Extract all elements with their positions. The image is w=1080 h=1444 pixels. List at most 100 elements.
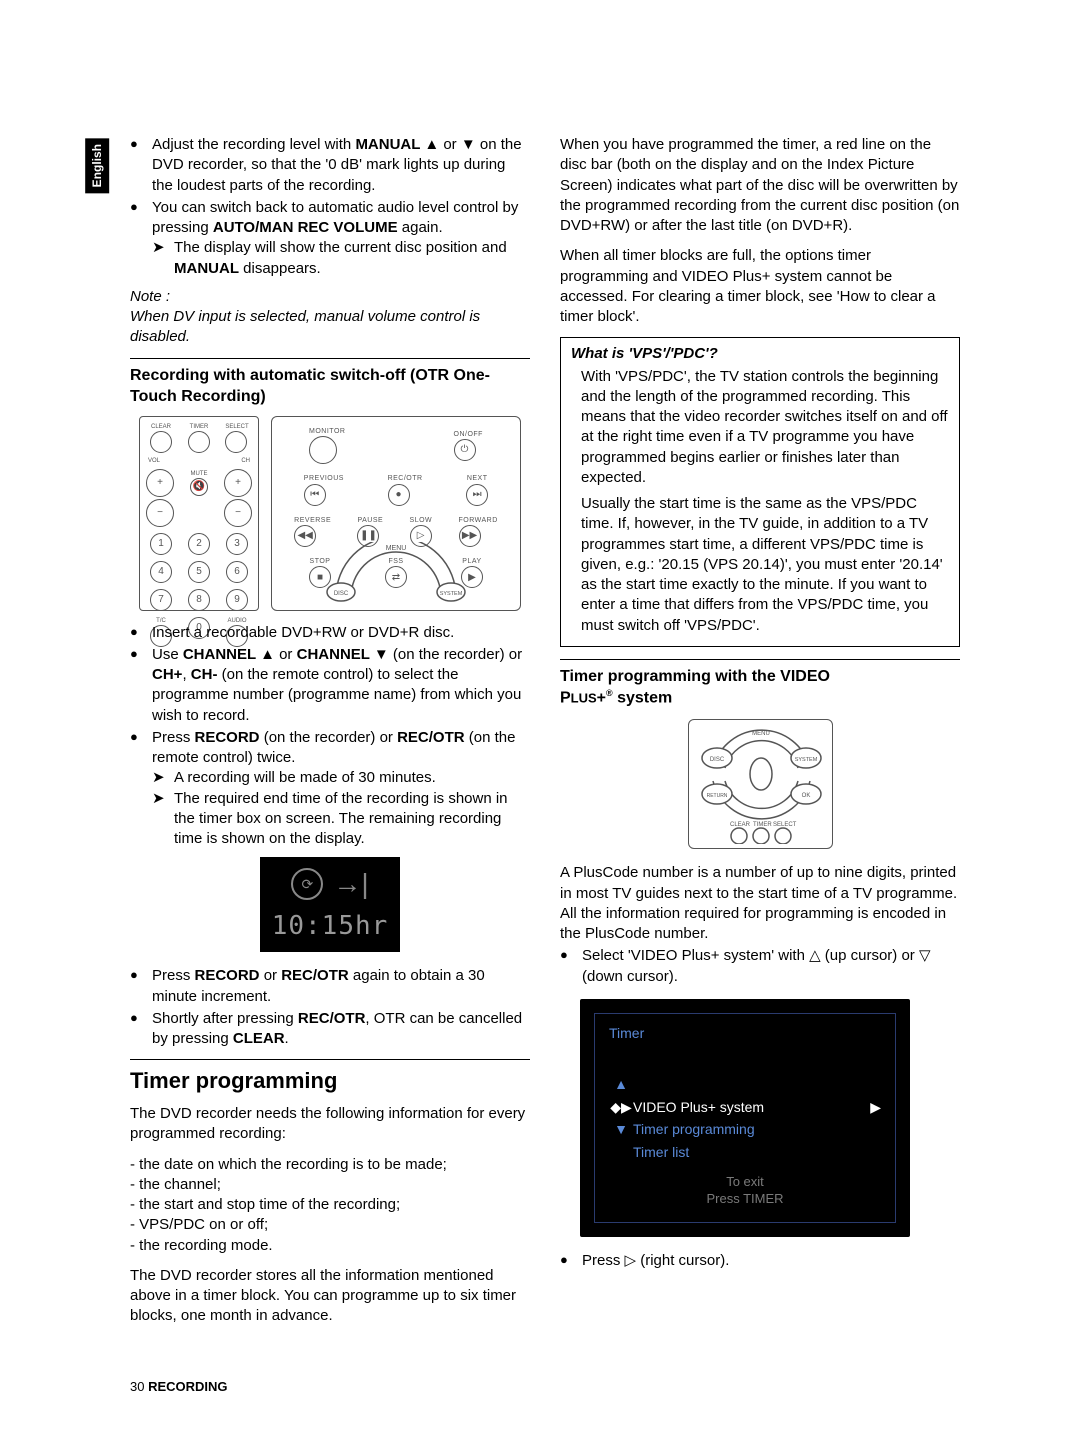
label: NEXT — [466, 474, 488, 483]
menu-label: Timer programming — [633, 1120, 881, 1139]
dash-item: - the channel; — [130, 1175, 530, 1195]
svg-text:SYSTEM: SYSTEM — [440, 591, 463, 597]
label: REVERSE — [294, 516, 331, 525]
bullet-list: Select 'VIDEO Plus+ system' with △ (up c… — [560, 946, 960, 987]
page-footer: 30 RECORDING — [130, 1378, 228, 1396]
label: PREVIOUS — [304, 474, 344, 483]
bullet-list-bot: Press RECORD or REC/OTR again to obtain … — [130, 966, 530, 1049]
dash-item: - the date on which the recording is to … — [130, 1155, 530, 1175]
right-arrow-icon: ▶ — [870, 1098, 881, 1117]
keypad-9: 9 — [226, 589, 248, 611]
page-content: Adjust the recording level with MANUAL ▲… — [130, 135, 960, 1337]
diamond-icon: ◆▶ — [609, 1098, 633, 1117]
menu-item: ▼ Timer programming — [609, 1118, 881, 1141]
arrow-subitem: The display will show the current disc p… — [152, 238, 530, 279]
bullet-item: Insert a recordable DVD+RW or DVD+R disc… — [130, 623, 530, 643]
arrow-subitem: The required end time of the recording i… — [152, 789, 530, 850]
paragraph: When you have programmed the timer, a re… — [560, 135, 960, 236]
svg-text:CLEAR: CLEAR — [730, 822, 751, 828]
svg-text:DISC: DISC — [709, 757, 724, 763]
section-name: RECORDING — [148, 1379, 227, 1394]
vol-label: VOL — [148, 457, 160, 465]
svg-text:DISC: DISC — [334, 591, 349, 597]
remote-control-diagram: CLEAR TIMER SELECT VOL CH + MUTE🔇 + − − — [130, 416, 530, 611]
svg-text:MENU: MENU — [386, 545, 407, 552]
up-arrow-icon: ▲ — [609, 1075, 633, 1094]
svg-text:TIMER: TIMER — [753, 822, 772, 828]
divider — [560, 659, 960, 660]
prev-button: ⏮ — [304, 484, 326, 506]
label: SELECT — [225, 423, 248, 431]
heading-otr: Recording with automatic switch-off (OTR… — [130, 365, 530, 408]
mute-label: MUTE — [190, 470, 208, 478]
keypad-8: 8 — [188, 589, 210, 611]
heading-videoplus: Timer programming with the VIDEO PLUS+® … — [560, 666, 960, 710]
svg-text:OK: OK — [801, 793, 810, 799]
lcd-display: ⟳ →| 10:15hr — [260, 857, 400, 952]
keypad-2: 2 — [188, 533, 210, 555]
vol-down: − — [146, 499, 174, 527]
keypad-4: 4 — [150, 561, 172, 583]
next-button: ⏭ — [466, 484, 488, 506]
dash-item: - the recording mode. — [130, 1236, 530, 1256]
footer-line: Press TIMER — [595, 1191, 895, 1208]
bullet-item: Press ▷ (right cursor). — [560, 1251, 960, 1271]
note-label: Note : — [130, 288, 170, 305]
down-arrow-icon: ▼ — [609, 1120, 633, 1139]
keypad-7: 7 — [150, 589, 172, 611]
dash-list: - the date on which the recording is to … — [130, 1155, 530, 1256]
label: CLEAR — [150, 423, 172, 431]
menu-item-selected: ◆▶ VIDEO Plus+ system ▶ — [609, 1096, 881, 1119]
paragraph: When all timer blocks are full, the opti… — [560, 246, 960, 327]
paragraph: All the information required for program… — [560, 904, 960, 945]
ch-up: + — [224, 469, 252, 497]
rev-button: ◀◀ — [294, 525, 316, 547]
label: REC/OTR — [388, 474, 423, 483]
svg-text:RETURN: RETURN — [706, 793, 727, 799]
keypad-5: 5 — [188, 561, 210, 583]
bullet-item: Select 'VIDEO Plus+ system' with △ (up c… — [560, 946, 960, 987]
ch-down: − — [224, 499, 252, 527]
screen-title: Timer — [609, 1024, 881, 1043]
callout-title: What is 'VPS'/'PDC'? — [571, 344, 949, 364]
menu-label: VIDEO Plus+ system — [633, 1098, 870, 1117]
bullet-item: You can switch back to automatic audio l… — [130, 198, 530, 279]
select-button — [225, 431, 247, 453]
vol-up: + — [146, 469, 174, 497]
power-button: ⏻ — [454, 439, 476, 461]
display-time: 10:15hr — [272, 909, 389, 944]
language-tab: English — [85, 138, 109, 193]
callout-box: What is 'VPS'/'PDC'? With 'VPS/PDC', the… — [560, 337, 960, 647]
divider — [130, 1059, 530, 1060]
screen-inner: Timer ▲ ◆▶ VIDEO Plus+ system ▶ ▼ Timer … — [594, 1013, 896, 1223]
menu-arc: MENU DISC SYSTEM — [321, 542, 471, 602]
rec-button: ● — [388, 484, 410, 506]
recorder-panel-diagram: MONITOR ON/OFF⏻ PREVIOUS⏮ REC/OTR● NEXT⏭… — [271, 416, 521, 611]
label: FORWARD — [459, 516, 498, 525]
footer-line: To exit — [595, 1174, 895, 1191]
keypad-6: 6 — [226, 561, 248, 583]
arrow-icon: →| — [333, 865, 368, 903]
timer-button — [188, 431, 210, 453]
tv-screen: Timer ▲ ◆▶ VIDEO Plus+ system ▶ ▼ Timer … — [580, 999, 910, 1237]
svg-text:MENU: MENU — [752, 731, 770, 737]
svg-text:SELECT: SELECT — [773, 822, 797, 828]
bullet-item: Press RECORD (on the recorder) or REC/OT… — [130, 728, 530, 850]
label: PAUSE — [357, 516, 383, 525]
bullet-item: Use CHANNEL ▲ or CHANNEL ▼ (on the recor… — [130, 645, 530, 726]
left-column: Adjust the recording level with MANUAL ▲… — [130, 135, 530, 1337]
note-block: Note : When DV input is selected, manual… — [130, 287, 530, 348]
ch-label: CH — [241, 457, 250, 465]
callout-paragraph: Usually the start time is the same as th… — [581, 494, 949, 636]
keypad-3: 3 — [226, 533, 248, 555]
clock-icon: ⟳ — [291, 868, 323, 900]
screen-footer: To exit Press TIMER — [595, 1174, 895, 1208]
arrow-subitem: A recording will be made of 30 minutes. — [152, 768, 530, 788]
small-panel-diagram: MENU DISC SYSTEM RETURN OK CLEAR — [688, 719, 833, 849]
bullet-list-top: Adjust the recording level with MANUAL ▲… — [130, 135, 530, 279]
right-column: When you have programmed the timer, a re… — [560, 135, 960, 1277]
divider — [130, 358, 530, 359]
paragraph: The DVD recorder stores all the informat… — [130, 1266, 530, 1327]
menu-item: Timer list — [609, 1141, 881, 1164]
keypad-1: 1 — [150, 533, 172, 555]
